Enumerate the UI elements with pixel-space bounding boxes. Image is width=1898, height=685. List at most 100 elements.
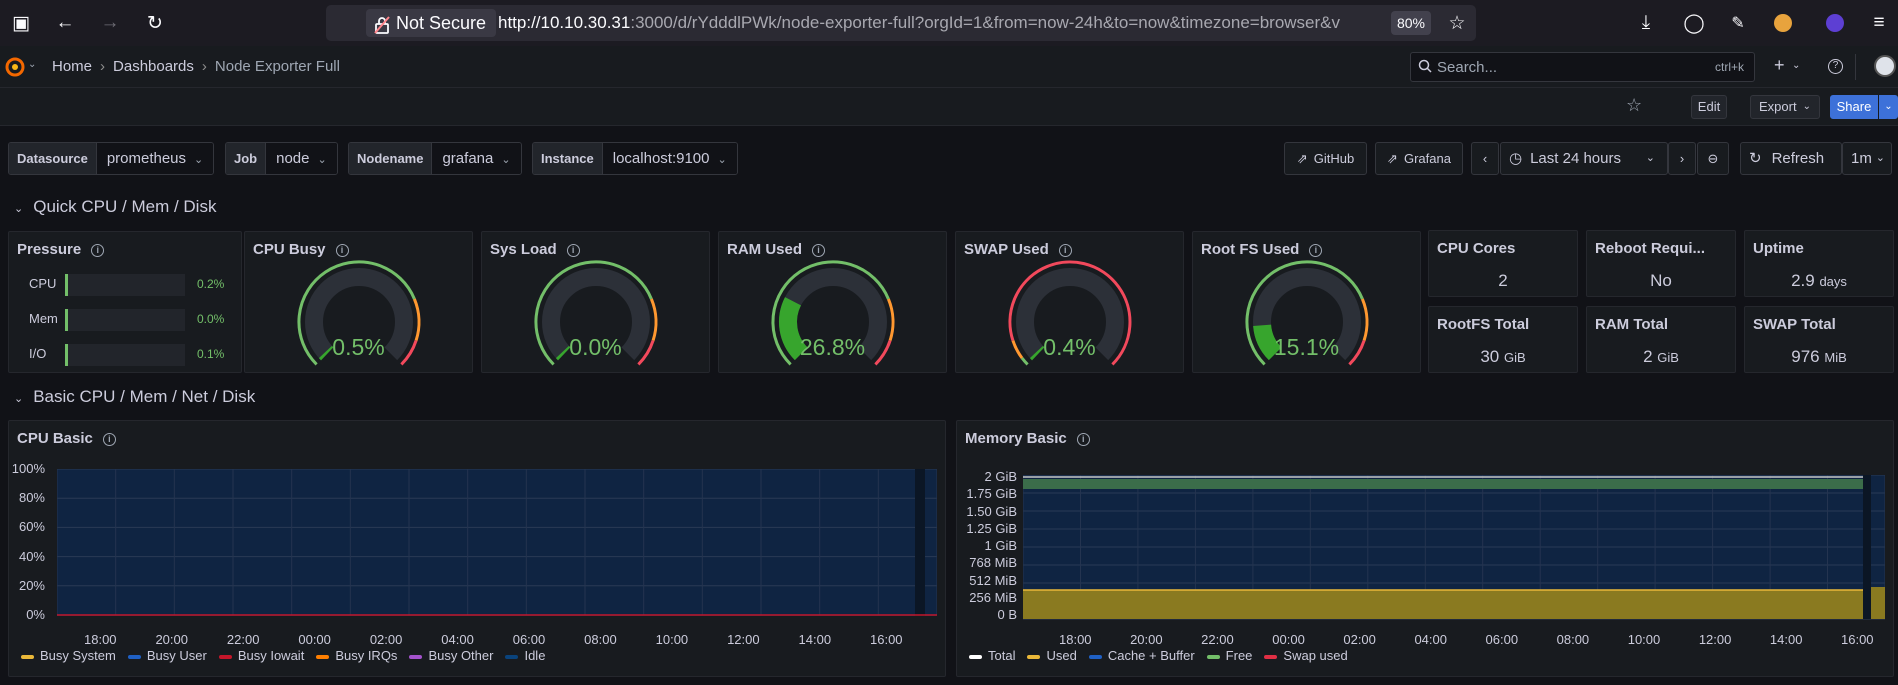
add-plus-icon[interactable]: + bbox=[1774, 55, 1785, 75]
variable-value[interactable]: grafana ⌄ bbox=[432, 143, 521, 174]
zoom-level-badge[interactable]: 80% bbox=[1391, 11, 1431, 35]
panel-gauge-ram-used[interactable]: RAM Used i 26.8% bbox=[718, 231, 947, 373]
github-link-button[interactable]: ⇗ GitHub bbox=[1284, 142, 1367, 175]
stat-rootfs-total[interactable]: RootFS Total 30 GiB bbox=[1428, 306, 1578, 373]
panel-memory-basic[interactable]: Memory Basic i Total Used Cache + Buffer Fre… bbox=[956, 420, 1894, 677]
variable-value[interactable]: localhost:9100 ⌄ bbox=[602, 143, 737, 174]
stat-value: 30 GiB bbox=[1429, 347, 1577, 367]
info-icon[interactable]: i bbox=[102, 433, 116, 446]
share-chevron-down-icon[interactable]: ⌄ bbox=[1879, 95, 1898, 119]
grafana-link-button[interactable]: ⇗ Grafana bbox=[1375, 142, 1463, 175]
refresh-interval-picker[interactable]: 1m ⌄ bbox=[1842, 142, 1892, 175]
time-range-picker[interactable]: ◷ Last 24 hours ⌄ bbox=[1500, 142, 1668, 175]
time-forward-button[interactable]: › bbox=[1668, 142, 1696, 175]
x-tick-label: 00:00 bbox=[1272, 632, 1305, 647]
gauge-value: 0.5% bbox=[332, 334, 385, 360]
info-icon[interactable]: i bbox=[812, 244, 826, 257]
zoom-out-icon: ⊖ bbox=[1707, 151, 1719, 166]
legend-item[interactable]: Busy User bbox=[127, 648, 207, 663]
search-input[interactable] bbox=[1437, 57, 1697, 77]
favorite-star-icon[interactable]: ☆ bbox=[1626, 95, 1643, 115]
stat-ram-total[interactable]: RAM Total 2 GiB bbox=[1586, 306, 1736, 373]
cpu-plot-area[interactable] bbox=[57, 469, 937, 619]
stat-uptime[interactable]: Uptime 2.9 days bbox=[1744, 230, 1894, 297]
info-icon[interactable]: i bbox=[1076, 433, 1090, 446]
info-icon[interactable]: i bbox=[1058, 244, 1072, 257]
downloads-icon[interactable]: ⤓ bbox=[1641, 12, 1651, 33]
logo-chevron-down-icon[interactable]: ⌄ bbox=[28, 59, 37, 70]
zoom-out-button[interactable]: ⊖ bbox=[1697, 142, 1729, 175]
legend-item[interactable]: Total bbox=[969, 648, 1015, 663]
refresh-button[interactable]: ↻ Refresh bbox=[1740, 142, 1842, 175]
legend-label: Busy Iowait bbox=[237, 648, 305, 663]
panel-gauge-root-fs-used[interactable]: Root FS Used i 15.1% bbox=[1192, 231, 1421, 373]
legend-item[interactable]: Cache + Buffer bbox=[1088, 648, 1195, 663]
memory-plot-area[interactable] bbox=[1023, 475, 1885, 620]
variable-instance[interactable]: Instance localhost:9100 ⌄ bbox=[532, 142, 738, 175]
extensions-icon[interactable]: ✎ bbox=[1731, 15, 1745, 32]
panel-title-text: SWAP Used bbox=[964, 241, 1049, 258]
extension-badge-icon[interactable] bbox=[1822, 10, 1848, 36]
legend-label: Busy User bbox=[146, 648, 207, 663]
legend-swatch bbox=[21, 654, 34, 659]
breadcrumb-dashboards[interactable]: Dashboards bbox=[113, 58, 194, 75]
info-icon[interactable]: i bbox=[91, 244, 105, 257]
bookmark-star-icon[interactable]: ☆ bbox=[1448, 12, 1466, 34]
reload-icon[interactable]: ↻ bbox=[147, 12, 163, 34]
avatar[interactable] bbox=[1874, 55, 1896, 77]
variable-datasource[interactable]: Datasource prometheus ⌄ bbox=[8, 142, 215, 175]
variable-value[interactable]: prometheus ⌄ bbox=[96, 143, 214, 174]
panel-title-text: RAM Used bbox=[727, 241, 803, 258]
legend-item[interactable]: Used bbox=[1027, 648, 1077, 663]
row-header-basic[interactable]: ⌄ Basic CPU / Mem / Net / Disk bbox=[14, 387, 255, 407]
info-icon[interactable]: i bbox=[566, 244, 580, 257]
stat-swap-total[interactable]: SWAP Total 976 MiB bbox=[1744, 306, 1894, 373]
y-tick-label: 768 MiB bbox=[969, 555, 1017, 571]
gauge-fill bbox=[555, 345, 571, 361]
variable-value[interactable]: node ⌄ bbox=[266, 143, 337, 174]
legend-item[interactable]: Busy Other bbox=[409, 648, 493, 663]
variable-nodename[interactable]: Nodename grafana ⌄ bbox=[348, 142, 522, 175]
panel-cpu-basic[interactable]: CPU Basic i Busy System Busy User Busy Iowa… bbox=[8, 420, 946, 677]
share-button[interactable]: Share bbox=[1830, 95, 1878, 119]
url-text[interactable]: http://10.10.30.31:3000/d/rYdddlPWk/node… bbox=[498, 13, 1378, 33]
variable-job[interactable]: Job node ⌄ bbox=[225, 142, 338, 175]
extension-fox-icon[interactable] bbox=[1770, 10, 1796, 36]
legend-item[interactable]: Free bbox=[1206, 648, 1252, 663]
account-icon[interactable]: ◯ bbox=[1683, 12, 1705, 34]
add-chevron-down-icon[interactable]: ⌄ bbox=[1792, 60, 1801, 71]
pressure-value: 0.0% bbox=[197, 312, 225, 326]
stat-cpu-cores[interactable]: CPU Cores 2 bbox=[1428, 230, 1578, 297]
stat-reboot-required[interactable]: Reboot Requi... No bbox=[1586, 230, 1736, 297]
panel-title-text: Pressure bbox=[17, 241, 82, 258]
legend-item[interactable]: Busy IRQs bbox=[316, 648, 397, 663]
legend-item[interactable]: Busy Iowait bbox=[218, 648, 305, 663]
legend-item[interactable]: Idle bbox=[505, 648, 545, 663]
panel-pressure[interactable]: Pressure i CPU 0.2% Mem 0.0% I/O 0.1% bbox=[8, 231, 242, 373]
panel-gauge-sys-load[interactable]: Sys Load i 0.0% bbox=[481, 231, 710, 373]
memory-used-area bbox=[1023, 590, 1863, 619]
search-box[interactable]: ctrl+k bbox=[1410, 52, 1755, 82]
menu-icon[interactable]: ≡ bbox=[1873, 12, 1885, 33]
legend-item[interactable]: Busy System bbox=[21, 648, 116, 663]
not-secure-badge[interactable]: Not Secure bbox=[366, 9, 497, 37]
breadcrumb-home[interactable]: Home bbox=[52, 58, 93, 75]
row-header-quick[interactable]: ⌄ Quick CPU / Mem / Disk bbox=[14, 197, 216, 217]
edit-button[interactable]: Edit bbox=[1691, 95, 1727, 119]
gauge-fill bbox=[1253, 324, 1282, 361]
forward-arrow-icon[interactable]: → bbox=[100, 12, 120, 33]
legend-item[interactable]: Swap used bbox=[1264, 648, 1348, 663]
help-icon[interactable]: ? bbox=[1828, 59, 1843, 74]
info-icon[interactable]: i bbox=[335, 244, 349, 257]
sidebar-toggle-icon[interactable]: ▣ bbox=[12, 12, 30, 34]
grafana-logo-icon[interactable] bbox=[4, 56, 26, 81]
time-back-button[interactable]: ‹ bbox=[1471, 142, 1499, 175]
info-icon[interactable]: i bbox=[1309, 244, 1323, 257]
address-bar[interactable]: Not Secure http://10.10.30.31:3000/d/rYd… bbox=[326, 5, 1476, 41]
export-button[interactable]: Export ⌄ bbox=[1750, 95, 1820, 119]
panel-gauge-cpu-busy[interactable]: CPU Busy i 0.5% bbox=[244, 231, 473, 373]
panel-title: CPU Cores bbox=[1437, 240, 1516, 257]
back-arrow-icon[interactable]: ← bbox=[55, 12, 75, 33]
grafana-top-nav: ⌄ Home › Dashboards › Node Exporter Full ctr… bbox=[0, 46, 1898, 88]
panel-gauge-swap-used[interactable]: SWAP Used i 0.4% bbox=[955, 231, 1184, 373]
